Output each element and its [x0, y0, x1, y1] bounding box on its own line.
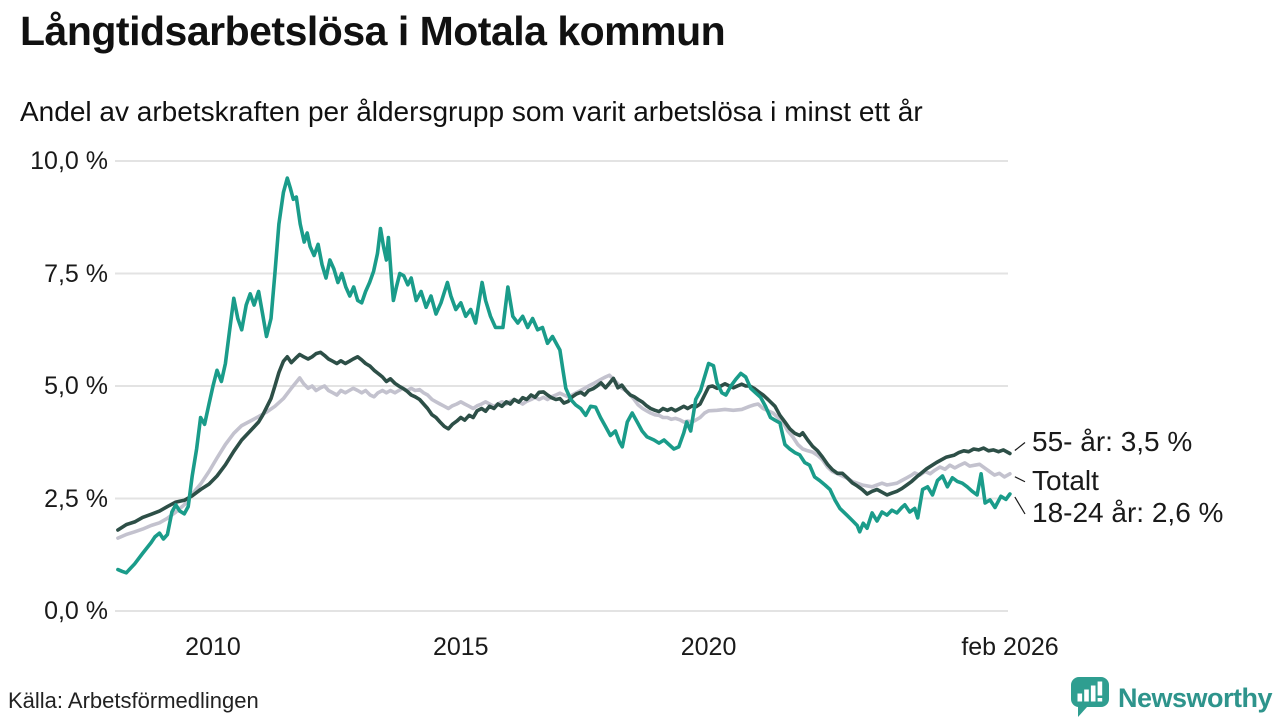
source-note: Källa: Arbetsförmedlingen: [8, 688, 259, 713]
brand-wordmark: Newsworthy: [1117, 682, 1273, 713]
y-axis-tick-label: 5,0 %: [44, 372, 108, 400]
series-end-label: 18-24 år: 2,6 %: [1032, 497, 1224, 528]
page-title: Långtidsarbetslösa i Motala kommun: [20, 8, 726, 54]
series-end-label: 55- år: 3,5 %: [1032, 425, 1193, 457]
end-label-connector: [1014, 442, 1026, 451]
newsworthy-icon: [1070, 677, 1109, 717]
x-axis-tick-label: 2015: [432, 633, 489, 661]
y-axis-tick-label: 7,5 %: [44, 259, 108, 288]
series-line-Totalt: [116, 373, 1012, 540]
series-end-label: Totalt: [1032, 464, 1099, 496]
x-axis-tick-label: 2010: [185, 633, 241, 661]
end-label-connector: [1014, 476, 1026, 483]
x-axis-tick-label: 2020: [680, 633, 737, 661]
end-label-connector: [1014, 496, 1026, 515]
series-line-18-24 år: [116, 176, 1012, 575]
brand-logo: Newsworthy: [1070, 676, 1273, 720]
x-axis-tick-label: feb 2026: [961, 633, 1059, 661]
y-axis-tick-label: 10,0 %: [30, 147, 108, 175]
y-axis-tick-label: 2,5 %: [44, 484, 108, 513]
y-axis-tick-label: 0,0 %: [44, 597, 108, 625]
page-subtitle: Andel av arbetskraften per åldersgrupp s…: [20, 96, 923, 127]
